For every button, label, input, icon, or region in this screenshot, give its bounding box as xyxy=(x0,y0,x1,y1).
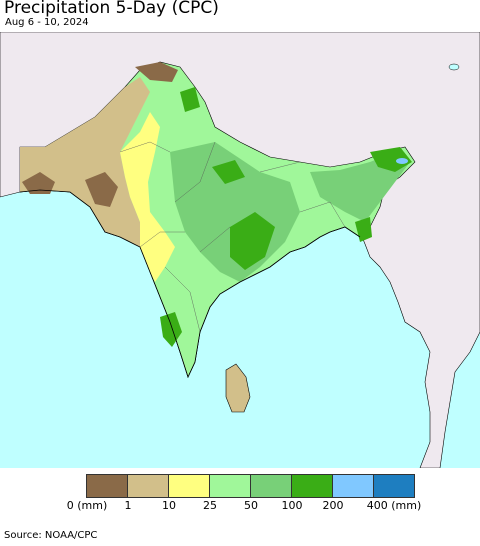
no-rain-patch-2 xyxy=(85,172,118,207)
legend-swatch-2 xyxy=(169,475,210,497)
sri-lanka xyxy=(225,363,251,413)
legend-labels: 0 (mm) 1 10 25 50 100 200 400 (mm) xyxy=(0,499,480,513)
heavy-rain-6 xyxy=(355,217,372,242)
heavy-rain-2 xyxy=(212,160,245,184)
map-title: Precipitation 5-Day (CPC) xyxy=(4,0,219,18)
legend-label-5: 100 xyxy=(281,499,303,512)
legend-label-4: 50 xyxy=(244,499,258,512)
legend-swatch-1 xyxy=(128,475,169,497)
legend-label-7: 400 (mm) xyxy=(366,499,422,512)
moderate-rain-northeast xyxy=(310,152,410,222)
legend-label-3: 25 xyxy=(203,499,217,512)
coastline xyxy=(19,189,361,379)
heavy-rain-5 xyxy=(160,312,182,347)
lake xyxy=(448,63,460,71)
legend-swatch-4 xyxy=(251,475,292,497)
legend-label-0: 0 (mm) xyxy=(66,499,108,512)
date-range: Aug 6 - 10, 2024 xyxy=(5,17,89,28)
heavy-rain-1 xyxy=(230,212,275,270)
no-rain-patch-1 xyxy=(22,172,55,194)
legend-label-6: 200 xyxy=(322,499,344,512)
legend-swatch-5 xyxy=(292,475,333,497)
dry-region-west xyxy=(20,77,150,247)
heavy-rain-4 xyxy=(180,87,200,112)
precipitation-map xyxy=(0,32,480,468)
source-credit: Source: NOAA/CPC xyxy=(4,530,98,541)
legend-label-1: 1 xyxy=(124,499,132,512)
legend-swatch-3 xyxy=(210,475,251,497)
light-rain-band xyxy=(120,112,175,282)
legend-swatch-0 xyxy=(87,475,128,497)
interior-borders xyxy=(119,141,346,333)
heavy-rain-3 xyxy=(370,147,412,172)
no-rain-patch-3 xyxy=(135,62,178,82)
legend-swatch-6 xyxy=(333,475,374,497)
legend-label-2: 10 xyxy=(162,499,176,512)
legend-swatch-7 xyxy=(374,475,414,497)
very-heavy-rain-spot xyxy=(396,158,408,164)
precipitation-legend xyxy=(86,474,415,498)
